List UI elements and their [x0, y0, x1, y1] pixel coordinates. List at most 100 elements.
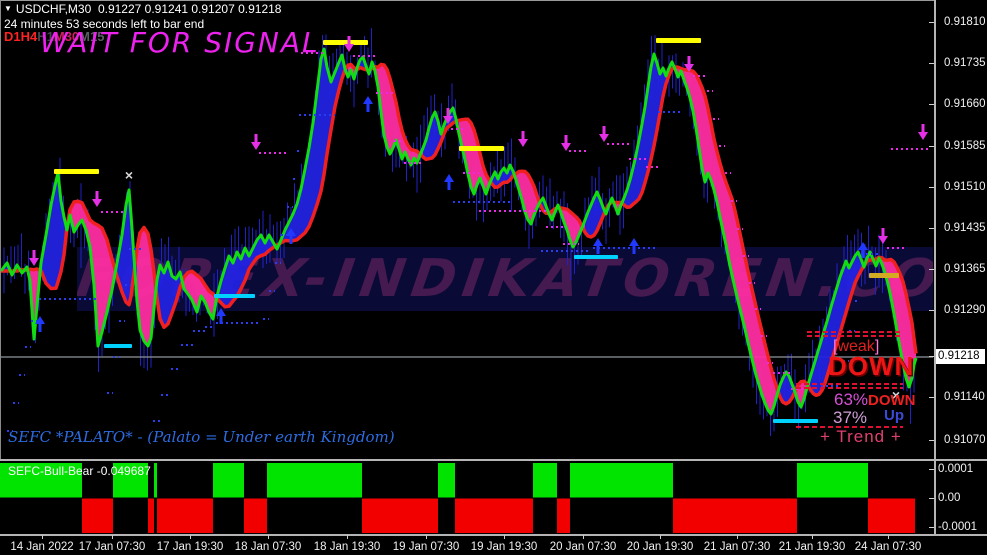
weak-bracket-open: [ — [833, 338, 838, 355]
indicator-tick — [929, 469, 934, 470]
price-tick — [929, 440, 934, 441]
bull-bar — [797, 463, 868, 498]
time-label: 20 Jan 07:30 — [549, 541, 617, 553]
time-tick — [42, 535, 43, 539]
time-tick — [426, 535, 427, 539]
stop-dotted-lines — [7, 111, 881, 432]
bull-bear-name: SEFC-Bull-Bear — [8, 464, 94, 478]
weak-label: [weak] — [833, 338, 879, 356]
timeframe-h1: H1 — [37, 29, 54, 44]
bull-bear-value: -0.049687 — [96, 464, 151, 478]
timeframe-m15: M15 — [79, 29, 105, 44]
price-tick — [929, 104, 934, 105]
down-small-label: DOWN — [868, 392, 916, 409]
svg-text:×: × — [125, 167, 133, 183]
bear-bar — [362, 498, 438, 533]
close-signal-marks: ×× — [125, 167, 900, 403]
chart-canvas[interactable]: ×× — [1, 1, 935, 461]
indicator-note: SEFC *PALATO* - (Palato = Under earth Ki… — [8, 428, 395, 446]
support-bars — [104, 255, 818, 423]
time-label: 19 Jan 19:30 — [470, 541, 538, 553]
price-tick — [929, 22, 934, 23]
bull-bear-indicator-panel[interactable] — [0, 462, 934, 534]
indicator-tick — [929, 527, 934, 528]
time-tick — [888, 535, 889, 539]
time-label: 18 Jan 07:30 — [234, 541, 302, 553]
price-tick — [929, 310, 934, 311]
timeframe-h4: H4 — [20, 29, 38, 44]
price-label: 0.91140 — [944, 391, 985, 403]
time-label: 20 Jan 19:30 — [626, 541, 694, 553]
panel-separator-bottom — [0, 534, 987, 536]
fast-price-line — [1, 47, 918, 416]
price-label: 0.91585 — [944, 140, 986, 152]
channel-dotted-lines — [101, 52, 931, 390]
symbol-name: USDCHF,M30 — [15, 2, 92, 16]
time-tick — [347, 535, 348, 539]
price-tick — [929, 146, 934, 147]
time-tick — [583, 535, 584, 539]
price-label: 0.91510 — [944, 181, 986, 193]
resistance-bars — [54, 38, 899, 278]
price-tick — [929, 63, 934, 64]
slow-ma-line — [1, 62, 918, 406]
timeframe-m30: M30 — [53, 29, 80, 44]
time-label: 19 Jan 07:30 — [392, 541, 460, 553]
current-price-tag: 0.91218 — [936, 349, 985, 364]
price-label: 0.91810 — [944, 16, 986, 28]
time-tick — [268, 535, 269, 539]
bear-bar — [557, 498, 570, 533]
signal-status-text: WAIT FOR SIGNAL — [40, 26, 320, 59]
ohlc-values: 0.91227 0.91241 0.91207 0.91218 — [97, 2, 282, 16]
svg-text:×: × — [892, 387, 900, 403]
bull-bar — [570, 463, 673, 498]
bull-bar — [213, 463, 244, 498]
time-label: 18 Jan 19:30 — [313, 541, 381, 553]
price-scale-separator — [934, 0, 936, 534]
sell-arrows — [29, 36, 928, 266]
bear-bar — [157, 498, 213, 533]
down-signal-label: DOWN — [828, 351, 915, 381]
indicator-tick — [929, 498, 934, 499]
bull-bar — [113, 463, 148, 498]
price-label: 0.91660 — [944, 98, 986, 110]
price-chart-area[interactable]: FOREX-INDIKATOREN.COM × × — [0, 0, 934, 460]
bull-bar — [533, 463, 557, 498]
bull-bar — [438, 463, 455, 498]
weak-bracket-close: ] — [874, 338, 880, 355]
time-tick — [737, 535, 738, 539]
time-tick — [112, 535, 113, 539]
bar-countdown: 24 minutes 53 seconds left to bar end — [4, 17, 205, 31]
weak-text: weak — [837, 338, 875, 355]
bull-bar — [267, 463, 362, 498]
price-tick — [929, 269, 934, 270]
up-percent-label: 37% — [833, 408, 868, 427]
timeframe-d1: D1 — [4, 29, 21, 44]
time-label: 21 Jan 07:30 — [703, 541, 771, 553]
time-label: 21 Jan 19:30 — [778, 541, 846, 553]
price-tick — [929, 187, 934, 188]
price-label: 0.91290 — [944, 304, 986, 316]
bull-bar — [154, 463, 157, 498]
buy-arrows — [35, 96, 868, 332]
up-small-label: Up — [884, 407, 904, 424]
bull-bar — [0, 463, 82, 498]
timeframe-strip: D1H4H1M30M15 — [4, 29, 281, 44]
panel-separator-top — [0, 459, 987, 461]
title-line: ▼ USDCHF,M30 0.91227 0.91241 0.91207 0.91… — [4, 2, 281, 16]
time-tick — [504, 535, 505, 539]
symbol-dropdown-icon[interactable]: ▼ — [4, 4, 12, 13]
price-label: 0.91365 — [944, 263, 986, 275]
time-tick — [812, 535, 813, 539]
price-tick-current — [929, 356, 934, 357]
time-tick — [660, 535, 661, 539]
price-tick — [929, 228, 934, 229]
down-percent-label: 63% — [834, 390, 869, 409]
time-label: 24 Jan 07:30 — [854, 541, 922, 553]
trend-label: + Trend + — [820, 427, 902, 446]
bull-bear-label: SEFC-Bull-Bear -0.049687 — [8, 464, 151, 478]
bear-bar — [673, 498, 797, 533]
symbol-info: ▼ USDCHF,M30 0.91227 0.91241 0.91207 0.91… — [4, 2, 281, 44]
price-tick — [929, 397, 934, 398]
